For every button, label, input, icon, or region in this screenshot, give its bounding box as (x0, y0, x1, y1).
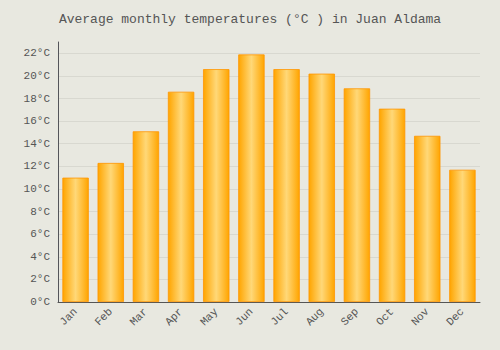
svg-text:Jul: Jul (268, 306, 290, 328)
svg-text:Jan: Jan (57, 306, 79, 328)
svg-text:4°C: 4°C (30, 251, 50, 263)
svg-text:Nov: Nov (409, 305, 432, 328)
svg-text:Sep: Sep (339, 306, 361, 328)
svg-text:Mar: Mar (128, 306, 150, 328)
svg-text:8°C: 8°C (30, 206, 50, 218)
svg-text:6°C: 6°C (30, 228, 50, 240)
svg-text:16°C: 16°C (24, 115, 51, 127)
svg-text:Average monthly temperatures (: Average monthly temperatures (°C ) in Ju… (59, 12, 441, 27)
svg-text:Aug: Aug (304, 306, 326, 328)
svg-text:18°C: 18°C (24, 93, 51, 105)
svg-text:22°C: 22°C (24, 47, 51, 59)
svg-text:Dec: Dec (444, 306, 466, 328)
svg-text:Apr: Apr (163, 306, 185, 328)
svg-text:May: May (198, 305, 221, 328)
svg-text:0°C: 0°C (30, 296, 50, 308)
svg-text:Jun: Jun (233, 306, 255, 328)
svg-text:Oct: Oct (374, 306, 396, 328)
svg-text:20°C: 20°C (24, 70, 51, 82)
svg-text:Feb: Feb (93, 306, 115, 328)
svg-text:12°C: 12°C (24, 160, 51, 172)
svg-text:2°C: 2°C (30, 273, 50, 285)
svg-text:14°C: 14°C (24, 138, 51, 150)
svg-text:10°C: 10°C (24, 183, 51, 195)
